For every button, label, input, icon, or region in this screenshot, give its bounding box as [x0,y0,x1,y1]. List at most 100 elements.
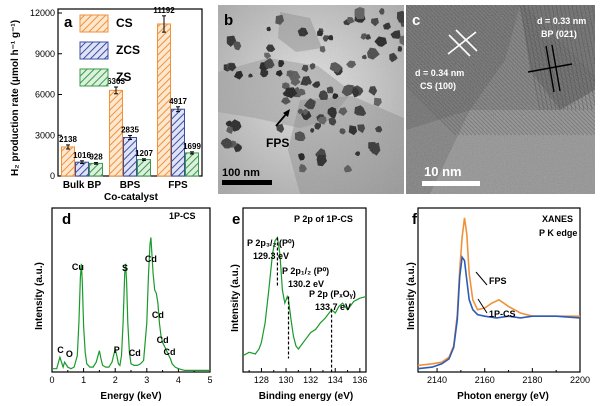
panel-d-spectrum [52,237,210,371]
xps-peak-label: P 2p₃/₂ (P⁰) [247,238,295,248]
panel-e-annotations: P 2p₃/₂ (P⁰) 129.3 eV P 2p₁/₂ (P⁰) 130.2 eV… [247,237,356,372]
fps-xanes-curve [417,217,580,367]
panel-e-letter: e [232,211,240,228]
1p-cs-xanes-curve [417,255,581,370]
panel-e-xlabel: Binding energy (eV) [259,391,353,402]
y-tick-label: 0 [50,171,55,181]
x-tick-label: 5 [207,375,212,385]
fps-pointer [475,271,488,286]
fps-series-label: FPS [489,276,507,286]
legend-swatch-cs [79,14,109,33]
bar-zs [137,159,151,177]
bp-d-spacing: d = 0.33 nm [537,16,586,26]
x-tick-label: 2140 [427,375,447,385]
panel-a-letter: a [64,14,73,31]
panel-d-xlabel: Energy (keV) [100,391,161,402]
scale-bar-c-label: 10 nm [424,164,462,179]
panel-f-letter: f [412,211,418,228]
panel-f-title: XANES [542,214,573,224]
panel-b-letter: b [224,12,233,29]
tem-grain [218,5,404,194]
panel-e-axes: 128 130 132 134 136 [242,207,367,385]
bp-spacing-marker [527,44,573,93]
legend-label-cs: CS [116,16,133,30]
legend-label-zcs: ZCS [116,43,140,57]
panel-e-ylabel: Intensity (a.u.) [230,264,241,332]
plot-frame [242,207,367,373]
bar-value-label: 1699 [183,142,201,151]
xps-peak-energy: 133.7 eV [315,302,351,312]
peak-label-cd: Cd [157,335,169,345]
peak-label-cd: Cd [145,254,157,264]
peak-label-cd: Cd [129,348,141,358]
xps-peak-label: P 2p (PₓOᵧ) [309,289,356,299]
x-tick-label: 2180 [522,375,542,385]
1p-cs-pointer [477,298,488,314]
bar-value-label: 1016 [73,151,91,160]
x-tick-label: FPS [168,180,188,191]
x-tick-label: 134 [328,375,343,385]
x-tick-label: 2200 [570,375,590,385]
panel-d-axes: 0 1 2 3 4 5 [49,207,213,385]
fps-label: FPS [266,136,289,150]
x-tick-label: 1 [81,375,86,385]
x-tick-label: 2 [113,375,118,385]
panel-f-ylabel: Intensity (a.u.) [406,262,417,330]
bar-value-label: 6303 [107,77,125,86]
peak-label-o: O [66,349,73,359]
xps-peak-energy: 130.2 eV [288,279,324,289]
cs-plane: CS (100) [420,81,456,91]
bp-plane: BP (021) [541,29,577,39]
panel-d-ylabel: Intensity (a.u.) [34,262,45,330]
panel-f: f 2140 2160 2180 2200 XANES P K edge FPS 1P… [406,207,590,402]
panel-f-subtitle: P K edge [539,228,577,238]
panel-f-xlabel: Photon energy (eV) [457,391,549,402]
y-tick-label: 6000 [35,90,55,100]
x-tick-label: 3 [144,375,149,385]
x-tick-label: 0 [49,375,54,385]
xps-peak-energy: 129.3 eV [253,251,289,261]
scale-bar-b-label: 100 nm [222,167,260,179]
panel-b-tem-image: b FPS 100 nm [218,5,404,194]
peak-label-cu: Cu [72,262,84,272]
1p-cs-series-label: 1P-CS [489,309,516,319]
panel-a-ylabel: H₂ production rate (μmol h⁻¹ g⁻¹) [10,20,21,176]
x-tick-label: 4 [176,375,181,385]
x-tick-label: 132 [303,375,318,385]
panel-d-title: 1P-CS [169,211,196,221]
y-tick-label: 3000 [35,130,55,140]
fps-arrow-head [283,109,290,117]
panel-d-letter: d [62,211,71,228]
bar-value-label: 2835 [121,125,139,134]
bar-zcs [75,161,89,177]
panel-e-spectrum [242,235,367,357]
cs-spacing-marker [447,29,478,57]
panel-c-hrtem-image: c d = 0.34 nm CS (100) d = 0.33 nm BP (0… [406,5,600,194]
scale-bar-b [222,180,272,185]
panel-d: d 0 1 2 3 4 5 C O Cu S P Cd Cd Cd Cd Cd 1P-CS Energy (… [34,207,213,402]
fps-arrow [275,112,288,127]
peak-label-cd: Cd [164,347,176,357]
x-tick-label: 2160 [475,375,495,385]
x-tick-label: 130 [279,375,294,385]
peak-label-p: P [114,345,120,355]
cs-d-spacing: d = 0.34 nm [415,68,464,78]
bar-zs [89,162,103,177]
panel-e: e 128 130 132 134 136 P 2p₃/₂ (P⁰)129.3 eVP … [230,207,367,402]
y-tick-label: 9000 [35,49,55,59]
x-tick-label: Bulk BP [63,180,102,191]
panel-c-letter: c [412,12,420,29]
legend-swatch-zs [79,68,109,87]
panel-d-peak-labels: C O Cu S P Cd Cd Cd Cd Cd [57,254,175,359]
xps-peak-label: P 2p₁/₂ (P⁰) [282,266,329,276]
panel-a-legend: CS ZCS ZS [79,14,140,87]
bar-value-label: 928 [89,153,103,162]
bar-value-label: 11192 [153,6,175,15]
bar-value-label: 2138 [59,135,77,144]
bp-fringe [596,5,600,110]
y-tick-label: 12000 [30,8,55,18]
peak-label-c: C [57,345,64,355]
plot-frame [417,207,581,373]
